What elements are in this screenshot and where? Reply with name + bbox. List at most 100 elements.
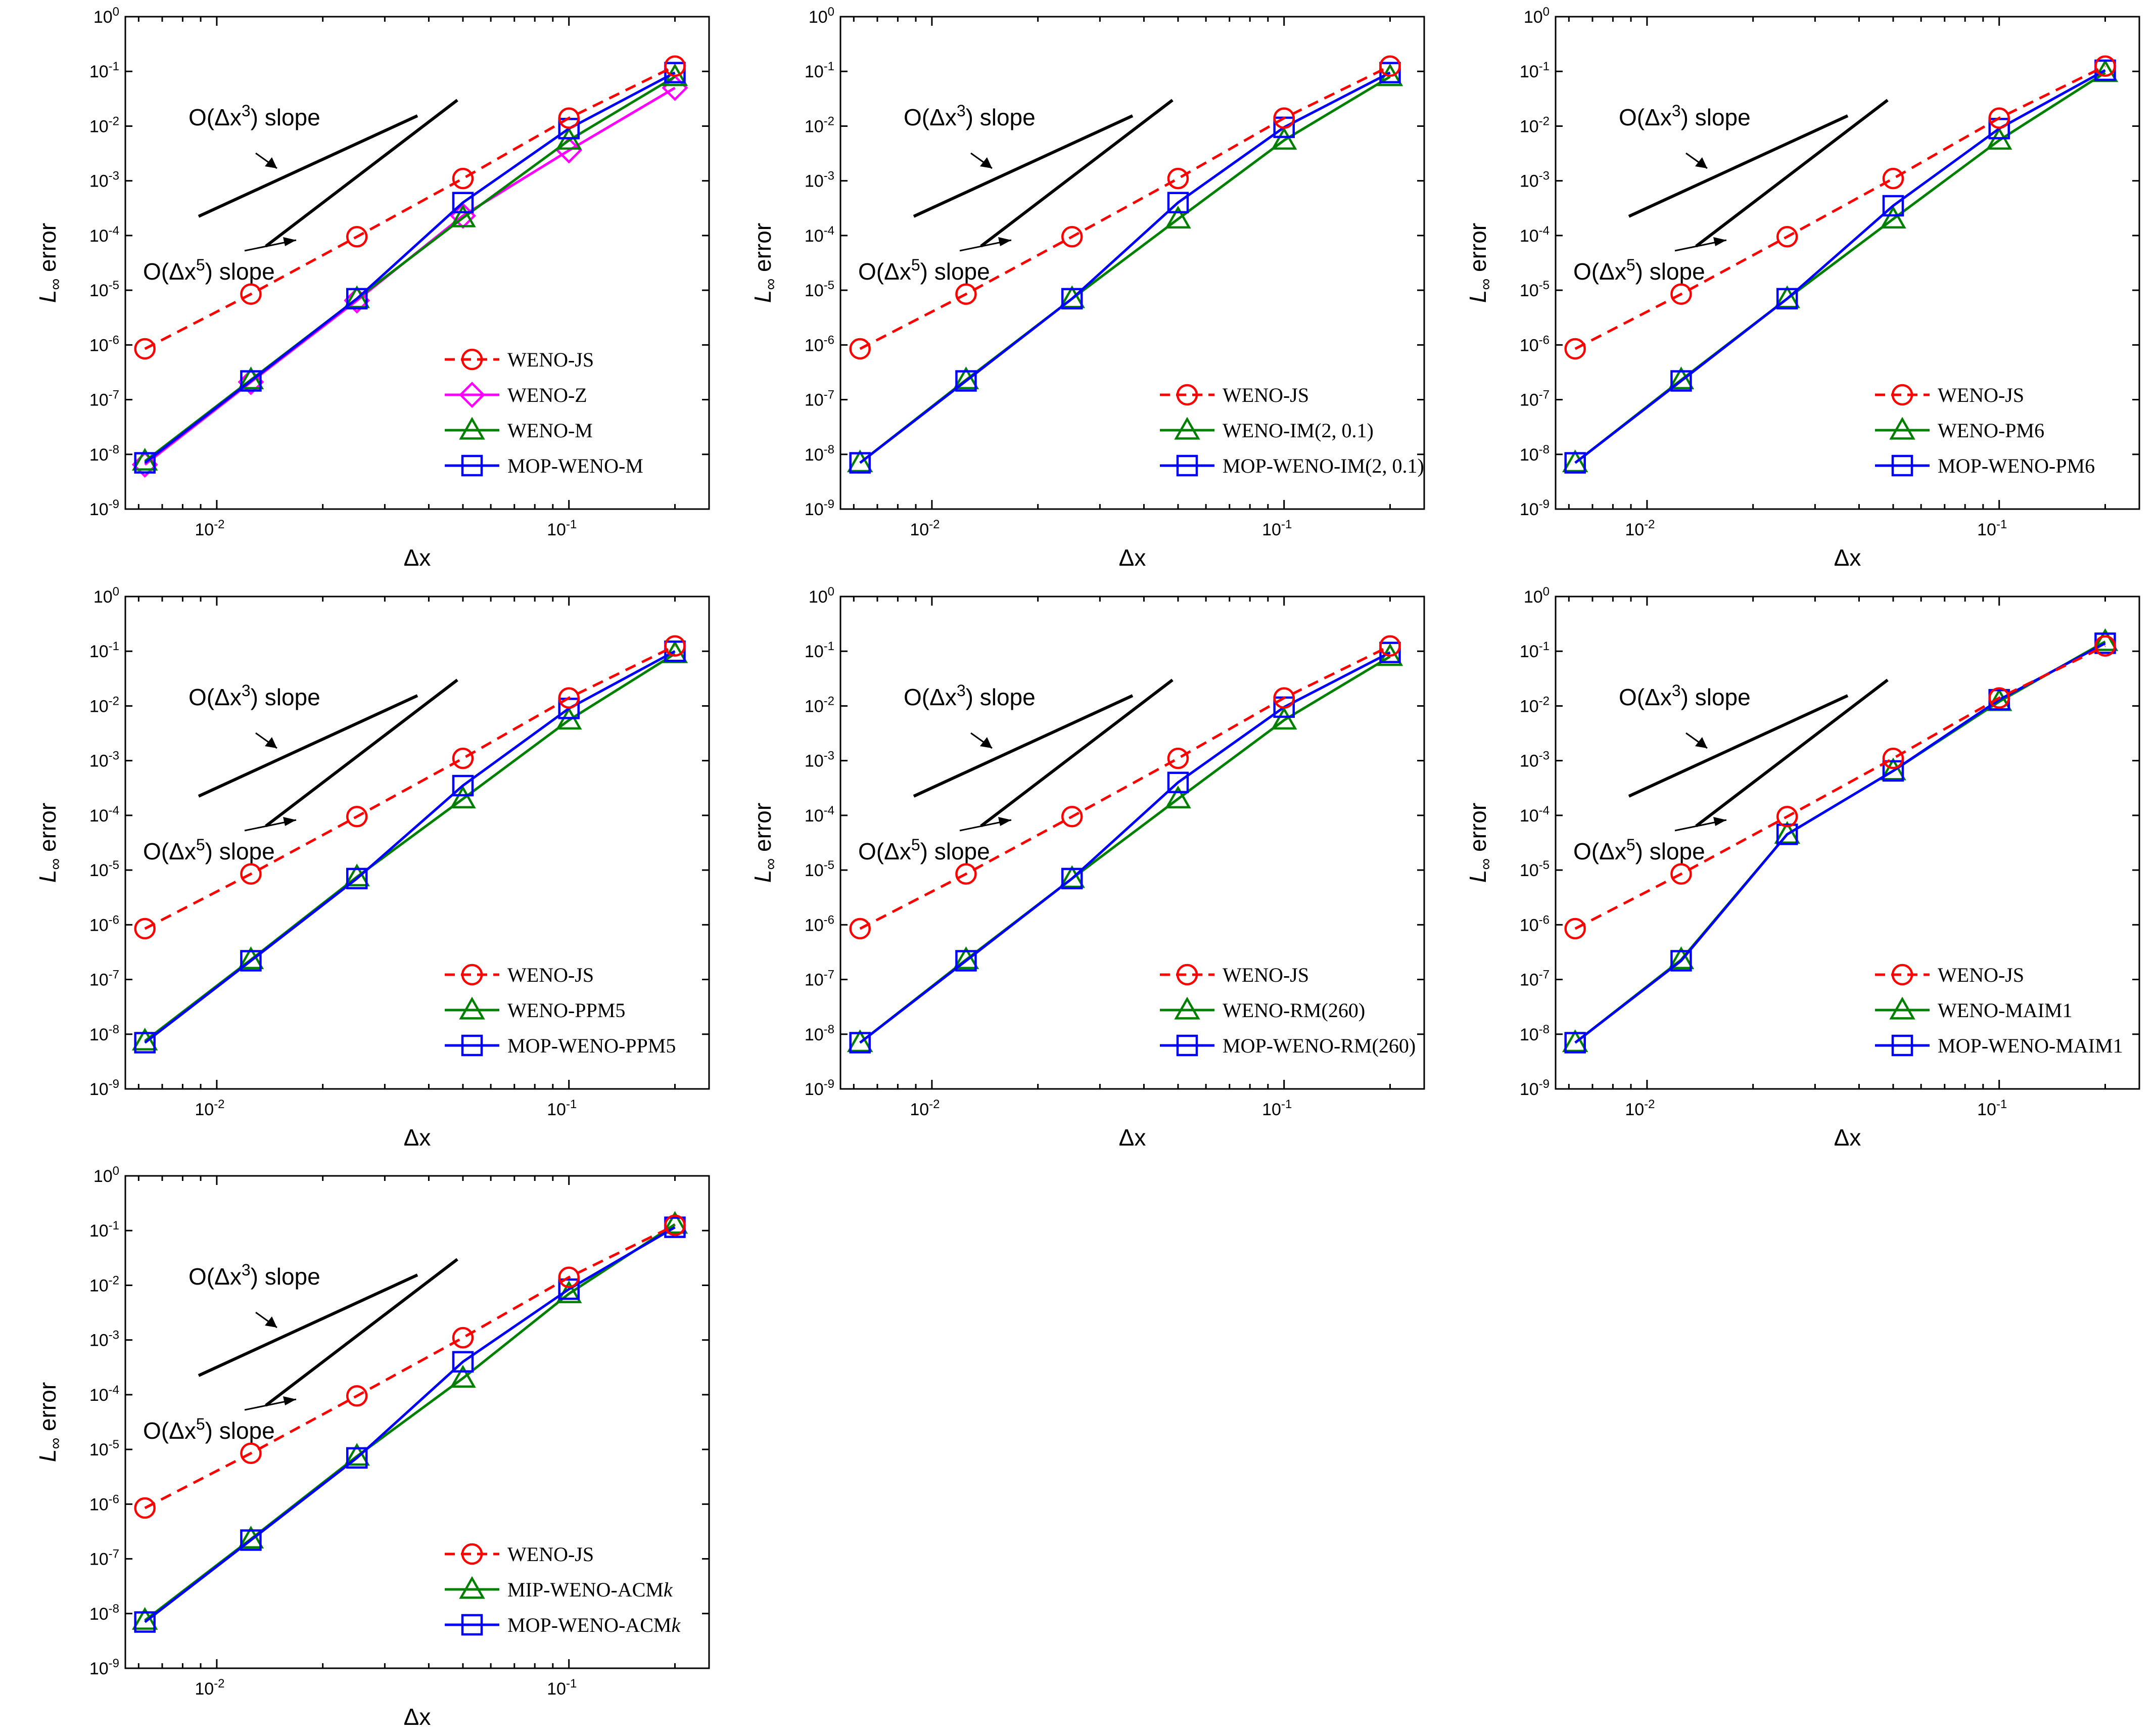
y-tick-exp: -7	[1539, 388, 1550, 402]
slope3-pre: O(Δx	[1619, 684, 1672, 710]
y-tick-label: 100	[1524, 5, 1550, 27]
y-tick-label: 10-9	[1520, 497, 1550, 519]
x-tick-exp: -1	[566, 1098, 577, 1111]
y-tick-exp: -3	[1539, 749, 1550, 763]
data-point	[1379, 635, 1401, 657]
legend-entry: MOP-WENO-RM(260)	[1160, 1034, 1416, 1057]
y-tick-exp: -8	[109, 1023, 119, 1036]
legend-entry: WENO-MAIM1	[1875, 996, 2073, 1022]
data-point	[1165, 785, 1191, 808]
y-tick-label: 10-6	[805, 333, 834, 355]
data-point	[1668, 367, 1695, 390]
legend-label-name: MIP-WENO-ACM	[507, 1578, 664, 1601]
x-tick-base: 10	[1977, 1100, 1996, 1119]
legend-entry: MOP-WENO-ACMk	[445, 1614, 681, 1636]
legend-label: WENO-JS	[1938, 964, 2024, 986]
y-tick-label: 10-4	[805, 224, 834, 246]
data-point	[450, 204, 476, 227]
slope3-label: O(Δx3) slope	[189, 681, 320, 710]
y-tick-exp: -5	[824, 279, 834, 292]
data-point	[847, 449, 873, 473]
y-axis-title-rest: error	[34, 223, 61, 279]
y-tick-exp: -3	[824, 169, 834, 183]
y-tick-exp: 0	[1543, 585, 1550, 599]
legend-label-name: MOP-WENO-IM(2, 0.1)	[1223, 454, 1424, 477]
data-point	[1882, 195, 1904, 217]
slope3-pre: O(Δx	[189, 104, 242, 130]
y-tick-exp: -8	[1539, 443, 1550, 456]
data-point	[662, 1211, 688, 1234]
data-point	[346, 226, 368, 248]
y-tick-base: 10	[1520, 752, 1539, 771]
legend-marker	[1891, 964, 1913, 986]
slope3-arrowhead	[265, 157, 277, 168]
legend-label: WENO-JS	[1938, 384, 2024, 406]
x-tick-base: 10	[547, 1679, 566, 1699]
y-tick-exp: -6	[109, 913, 119, 927]
data-point	[346, 867, 368, 890]
x-tick-base: 10	[1625, 520, 1644, 539]
slope5-label: O(Δx5) slope	[143, 256, 275, 285]
legend-entry: MIP-WENO-ACMk	[445, 1576, 673, 1601]
legend-marker	[1174, 417, 1200, 440]
y-tick-label: 100	[93, 1164, 119, 1186]
slope5-arrowhead	[1713, 237, 1726, 246]
y-tick-base: 10	[805, 281, 824, 300]
y-tick-exp: -7	[824, 968, 834, 982]
series-line	[859, 651, 1391, 1044]
slope5-reference-line	[1695, 678, 1889, 828]
legend-marker	[1176, 964, 1198, 986]
y-axis-title: L∞ error	[1465, 803, 1494, 883]
y-tick-label: 10-8	[805, 443, 834, 465]
data-point	[134, 452, 156, 474]
data-point	[452, 1327, 474, 1349]
y-tick-label: 10-2	[805, 114, 834, 136]
y-tick-exp: -9	[1539, 1077, 1550, 1091]
data-point	[1774, 285, 1800, 308]
y-tick-exp: -4	[1539, 804, 1550, 817]
y-tick-base: 10	[805, 1025, 824, 1044]
data-point	[849, 1032, 871, 1054]
slope3-pre: O(Δx	[1619, 104, 1672, 130]
y-tick-exp: -1	[109, 1219, 119, 1232]
y-tick-exp: -3	[824, 749, 834, 763]
slope5-exp: 5	[196, 256, 205, 274]
y-tick-label: 10-2	[1520, 114, 1550, 136]
y-tick-base: 10	[1520, 971, 1539, 990]
data-point	[1167, 747, 1189, 769]
y-tick-exp: -7	[824, 388, 834, 402]
y-tick-exp: -2	[824, 114, 834, 128]
y-tick-label: 10-9	[89, 497, 119, 519]
legend-label: WENO-PM6	[1938, 419, 2044, 442]
y-tick-label: 10-5	[805, 279, 834, 300]
y-tick-base: 10	[805, 391, 824, 410]
slope5-reference-line	[980, 99, 1174, 248]
legend-label: MOP-WENO-RM(260)	[1223, 1034, 1416, 1057]
y-tick-label: 10-7	[89, 388, 119, 410]
data-point	[1670, 950, 1692, 972]
data-point	[1271, 707, 1297, 730]
y-tick-exp: 0	[1543, 5, 1550, 19]
y-tick-label: 10-1	[1520, 60, 1550, 81]
data-point	[558, 1266, 580, 1288]
y-axis-title-main: L	[34, 290, 61, 303]
slope5-label: O(Δx5) slope	[858, 836, 990, 864]
x-tick-label: 10-2	[910, 518, 940, 539]
series-weno-js	[134, 635, 686, 940]
series-line	[1574, 69, 2106, 464]
slope3-arrowhead	[1695, 157, 1707, 168]
data-point	[238, 367, 264, 390]
y-axis-title-sub: ∞	[1476, 279, 1494, 290]
slope5-post: ) slope	[205, 838, 275, 864]
data-point	[1562, 449, 1588, 473]
plot-frame	[1555, 16, 2140, 510]
y-tick-base: 10	[805, 1080, 824, 1099]
y-tick-label: 10-1	[805, 639, 834, 661]
legend-marker	[461, 1543, 483, 1565]
slope5-post: ) slope	[1635, 838, 1705, 864]
y-tick-label: 10-4	[1520, 224, 1550, 246]
data-point	[1061, 288, 1083, 310]
y-tick-base: 10	[805, 226, 824, 246]
y-tick-base: 10	[93, 8, 113, 27]
y-tick-base: 10	[1520, 642, 1539, 661]
